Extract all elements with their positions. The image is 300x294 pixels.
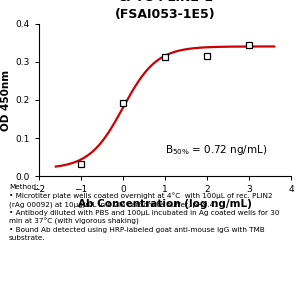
Title: CPTC-PLIN2-1
(FSAI053-1E5): CPTC-PLIN2-1 (FSAI053-1E5) — [115, 0, 215, 21]
Text: Method:
• Microtiter plate wells coated overnight at 4°C  with 100μL of rec. PLI: Method: • Microtiter plate wells coated … — [9, 184, 280, 241]
X-axis label: Ab Concentration (log ng/mL): Ab Concentration (log ng/mL) — [78, 198, 252, 209]
Text: B$_{50\%}$ = 0.72 ng/mL): B$_{50\%}$ = 0.72 ng/mL) — [165, 143, 267, 157]
Y-axis label: OD 450nm: OD 450nm — [2, 69, 11, 131]
